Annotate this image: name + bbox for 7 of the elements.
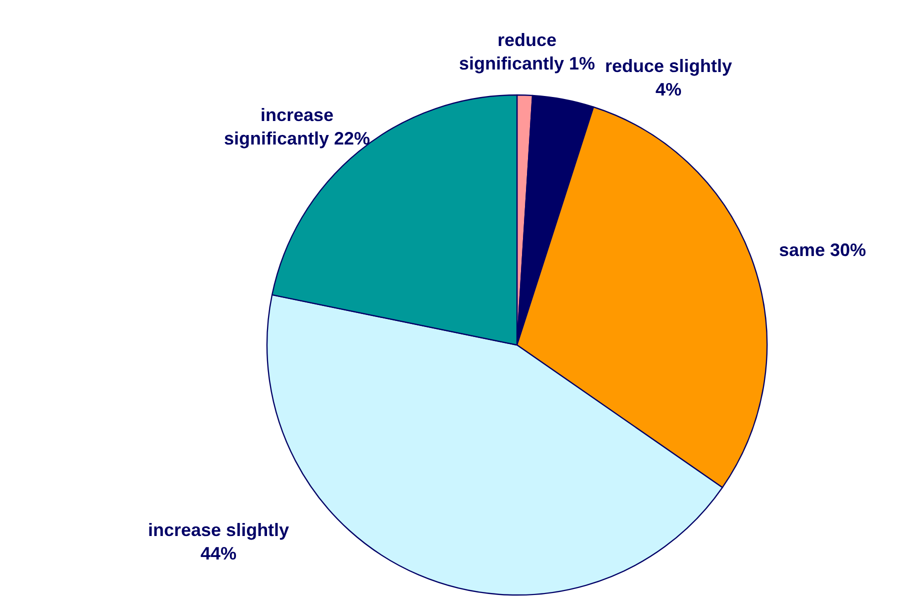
slice-label: reduce significantly 1% [459, 30, 596, 74]
slice-label: increase slightly [148, 520, 290, 540]
data-label: 44% [200, 543, 237, 564]
data-label: 4% [656, 79, 682, 100]
slice-label: reduce slightly [605, 56, 732, 76]
slice-label: same 30% [779, 240, 866, 260]
slice-label: increase significantly 22% [224, 105, 370, 148]
